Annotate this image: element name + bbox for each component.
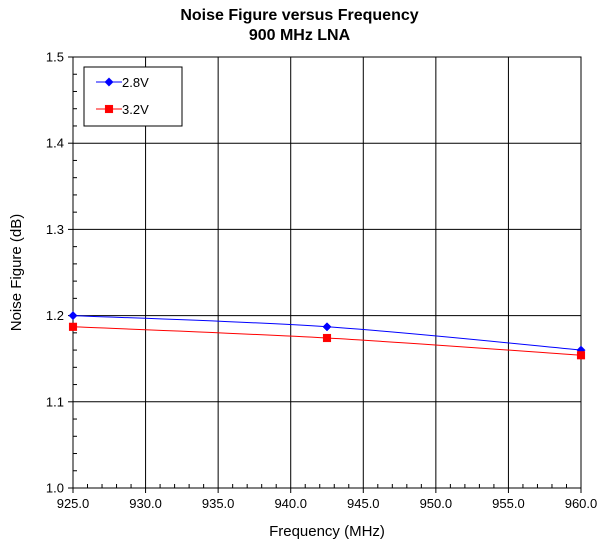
- series-1: [68, 322, 586, 360]
- y-axis-label: Noise Figure (dB): [8, 214, 25, 332]
- x-tick-label: 940.0: [274, 496, 307, 511]
- y-tick-label: 1.1: [46, 394, 64, 409]
- y-axis-tick-labels: 1.0 1.1 1.2 1.3 1.4 1.5: [46, 50, 64, 496]
- x-tick-label: 945.0: [347, 496, 380, 511]
- y-tick-label: 1.2: [46, 308, 64, 323]
- data-point: [576, 351, 586, 360]
- x-axis-tick-labels: 925.0 930.0 935.0 940.0 945.0 950.0 955.0 960.0: [57, 496, 598, 511]
- legend-label: 2.8V: [122, 75, 149, 90]
- x-tick-label: 960.0: [565, 496, 598, 511]
- plot-area-frame: [72, 56, 582, 489]
- data-point: [322, 322, 332, 332]
- data-point: [68, 311, 78, 321]
- series-layer: [68, 311, 586, 360]
- series-0: [68, 311, 586, 355]
- minor-ticks: [68, 56, 582, 493]
- x-tick-label: 925.0: [57, 496, 90, 511]
- data-point: [68, 322, 78, 331]
- x-tick-label: 930.0: [129, 496, 162, 511]
- legend-item: 3.2V: [96, 102, 149, 117]
- data-point: [322, 333, 332, 343]
- y-tick-label: 1.0: [46, 481, 64, 496]
- y-tick-label: 1.5: [46, 50, 64, 65]
- x-tick-label: 935.0: [202, 496, 235, 511]
- legend-marker: [104, 77, 114, 87]
- legend-label: 3.2V: [122, 102, 149, 117]
- x-tick-label: 955.0: [492, 496, 525, 511]
- legend-item: 2.8V: [96, 75, 149, 90]
- y-tick-label: 1.4: [46, 136, 64, 151]
- x-axis-label: Frequency (MHz): [269, 523, 385, 540]
- legend-box: [83, 66, 183, 127]
- grid-lines: [73, 57, 581, 488]
- chart-subtitle: 900 MHz LNA: [248, 27, 351, 44]
- legend-marker: [104, 104, 114, 114]
- chart-title: Noise Figure versus Frequency: [180, 7, 419, 24]
- legend: 2.8V 3.2V: [83, 66, 183, 127]
- x-tick-label: 950.0: [420, 496, 453, 511]
- series-line: [72, 315, 582, 351]
- y-tick-label: 1.3: [46, 222, 64, 237]
